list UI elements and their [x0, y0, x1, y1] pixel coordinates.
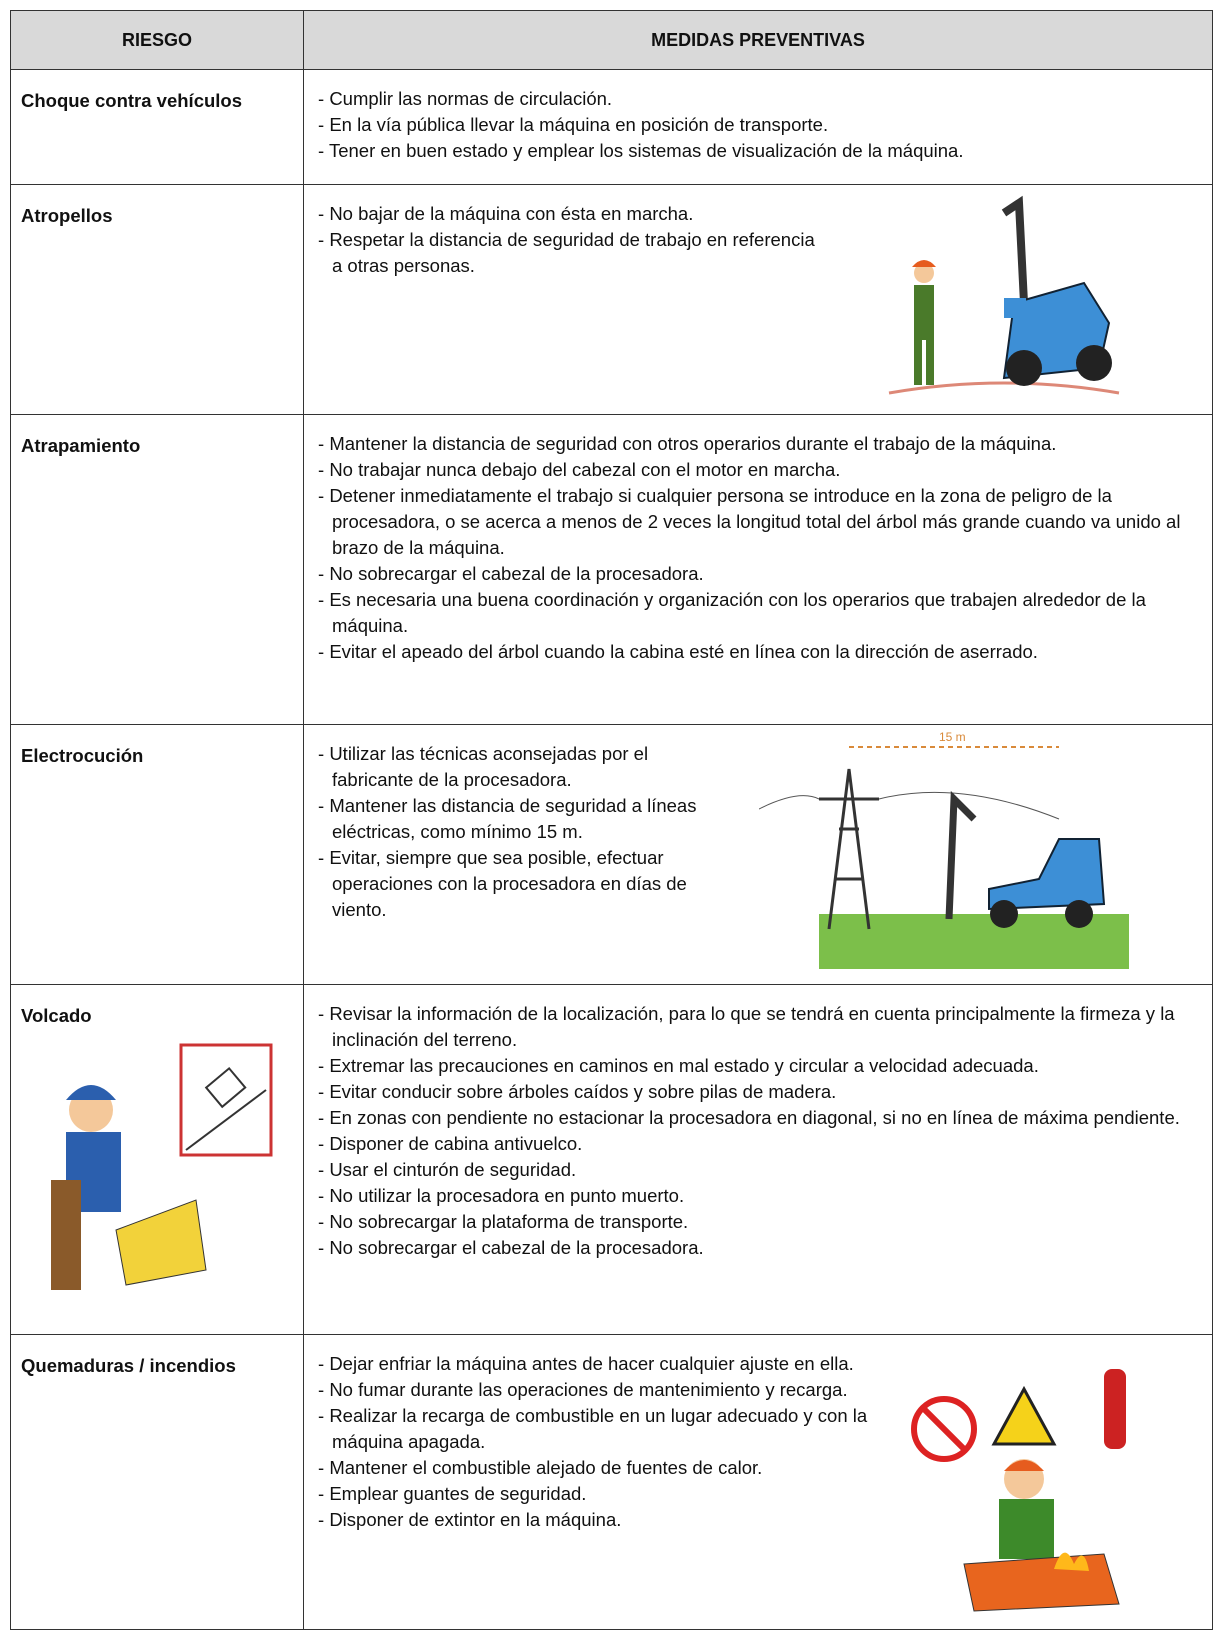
measure: Evitar el apeado del árbol cuando la cab…	[318, 639, 1202, 665]
measures-cell: Dejar enfriar la máquina antes de hacer …	[303, 1334, 1213, 1630]
measures-list: Cumplir las normas de circulación.En la …	[318, 86, 1202, 164]
measure: Mantener las distancia de seguridad a lí…	[318, 793, 708, 845]
illustration	[51, 1043, 273, 1290]
risk-cell: Atropellos	[10, 184, 304, 415]
measure: No trabajar nunca debajo del cabezal con…	[318, 457, 1202, 483]
row: Atropellos No bajar de la máquina con és…	[10, 184, 1213, 415]
measure: No sobrecargar el cabezal de la procesad…	[318, 1235, 1202, 1261]
illustration	[888, 195, 1120, 395]
illustration	[911, 1369, 1126, 1612]
risk-cell: Quemaduras / incendios	[10, 1334, 304, 1630]
measure: Evitar, siempre que sea posible, efectua…	[318, 845, 708, 923]
risk-cell: Volcado	[10, 984, 304, 1335]
measure: Es necesaria una buena coordinación y or…	[318, 587, 1202, 639]
header-cell: RIESGO	[10, 10, 304, 70]
measures-list: Mantener la distancia de seguridad con o…	[318, 431, 1202, 665]
measure: Revisar la información de la localizació…	[318, 1001, 1202, 1053]
measure: No sobrecargar la plataforma de transpor…	[318, 1209, 1202, 1235]
measure: Realizar la recarga de combustible en un…	[318, 1403, 898, 1455]
row: Quemaduras / incendios Dejar enfriar la …	[10, 1334, 1213, 1630]
row: Electrocución Utilizar las técnicas acon…	[10, 724, 1213, 985]
measure: Disponer de cabina antivuelco.	[318, 1131, 1202, 1157]
illustration: 15 m	[759, 730, 1129, 969]
risk-cell: Choque contra vehículos	[10, 69, 304, 185]
risk-cell: Electrocución	[10, 724, 304, 985]
measures-cell: Revisar la información de la localizació…	[303, 984, 1213, 1335]
measures-list: Utilizar las técnicas aconsejadas por el…	[318, 741, 708, 923]
measures-cell: Utilizar las técnicas aconsejadas por el…	[303, 724, 1213, 985]
measures-cell: Mantener la distancia de seguridad con o…	[303, 414, 1213, 725]
measure: Utilizar las técnicas aconsejadas por el…	[318, 741, 708, 793]
measures-list: No bajar de la máquina con ésta en march…	[318, 201, 818, 279]
measures-list: Revisar la información de la localizació…	[318, 1001, 1202, 1261]
measure: Detener inmediatamente el trabajo si cua…	[318, 483, 1202, 561]
measures-list: Dejar enfriar la máquina antes de hacer …	[318, 1351, 898, 1533]
risk-cell: Atrapamiento	[10, 414, 304, 725]
measure: Tener en buen estado y emplear los siste…	[318, 138, 1202, 164]
measure: Evitar conducir sobre árboles caídos y s…	[318, 1079, 1202, 1105]
row: Choque contra vehículos Cumplir las norm…	[10, 69, 1213, 185]
measure: No sobrecargar el cabezal de la procesad…	[318, 561, 1202, 587]
header-cell: MEDIDAS PREVENTIVAS	[303, 10, 1213, 70]
risk-table: RIESGO MEDIDAS PREVENTIVAS Choque contra…	[10, 10, 1213, 1630]
measure: En la vía pública llevar la máquina en p…	[318, 112, 1202, 138]
measure: Usar el cinturón de seguridad.	[318, 1157, 1202, 1183]
measure: No utilizar la procesadora en punto muer…	[318, 1183, 1202, 1209]
row: Atrapamiento Mantener la distancia de se…	[10, 414, 1213, 725]
row: Volcado Revisar la información de la loc…	[10, 984, 1213, 1335]
measure: No bajar de la máquina con ésta en march…	[318, 201, 818, 227]
measure: No fumar durante las operaciones de mant…	[318, 1377, 898, 1403]
measure: Respetar la distancia de seguridad de tr…	[318, 227, 818, 279]
measure: Extremar las precauciones en caminos en …	[318, 1053, 1202, 1079]
header-row: RIESGO MEDIDAS PREVENTIVAS	[10, 10, 1213, 70]
measure: Cumplir las normas de circulación.	[318, 86, 1202, 112]
measure: Dejar enfriar la máquina antes de hacer …	[318, 1351, 898, 1377]
measure: Emplear guantes de seguridad.	[318, 1481, 898, 1507]
measures-cell: No bajar de la máquina con ésta en march…	[303, 184, 1213, 415]
measure: Mantener la distancia de seguridad con o…	[318, 431, 1202, 457]
measure: Mantener el combustible alejado de fuent…	[318, 1455, 898, 1481]
figure-label: 15 m	[939, 730, 966, 744]
measure: Disponer de extintor en la máquina.	[318, 1507, 898, 1533]
measure: En zonas con pendiente no estacionar la …	[318, 1105, 1202, 1131]
measures-cell: Cumplir las normas de circulación.En la …	[303, 69, 1213, 185]
